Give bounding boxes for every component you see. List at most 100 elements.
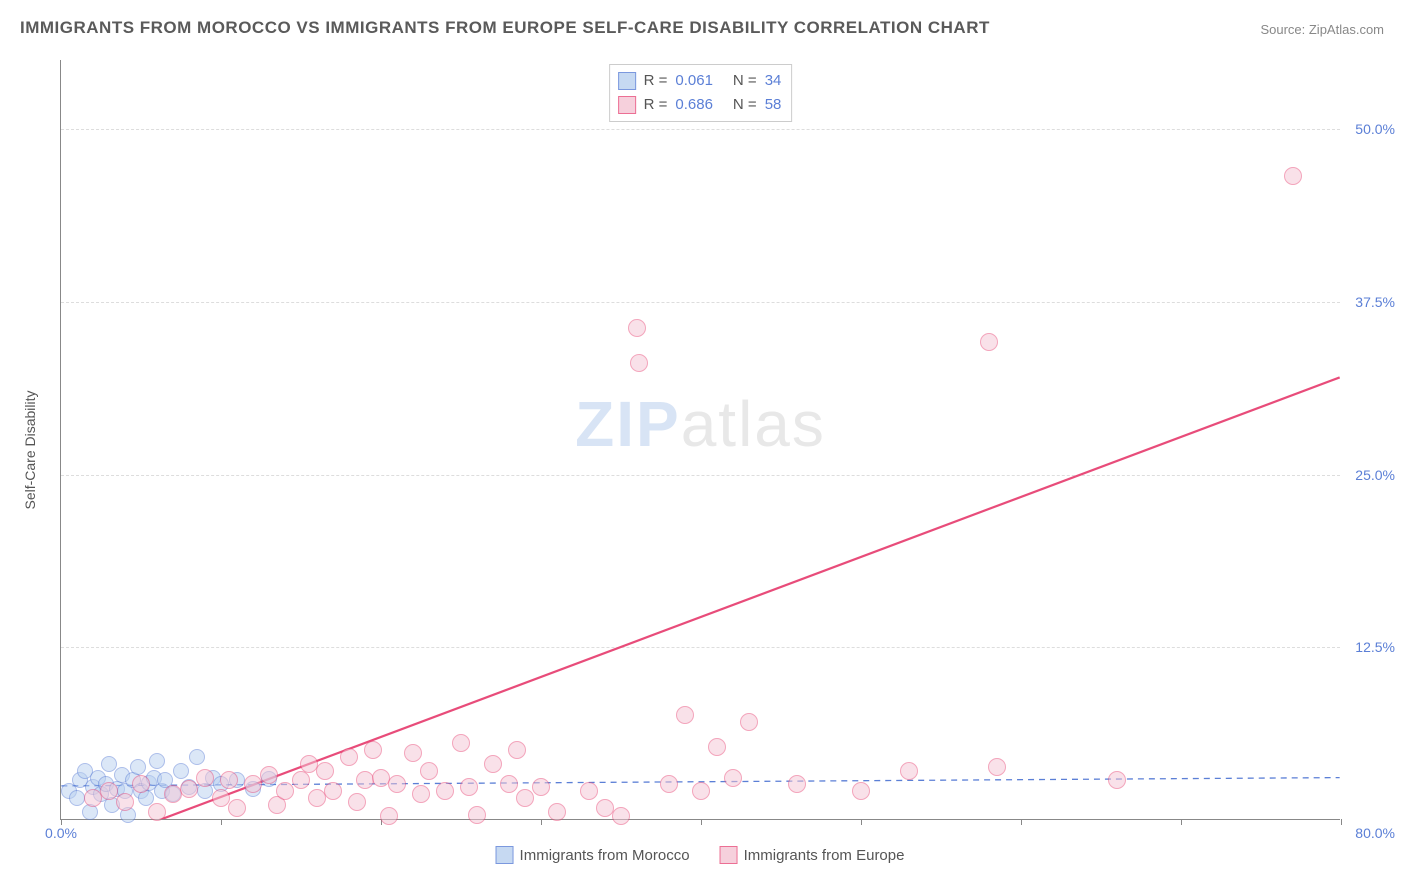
y-tick-label: 50.0%	[1355, 121, 1395, 137]
europe-point	[788, 775, 806, 793]
europe-point	[484, 755, 502, 773]
series-legend: Immigrants from Morocco Immigrants from E…	[496, 846, 905, 864]
europe-point	[380, 807, 398, 825]
europe-point	[316, 762, 334, 780]
r-label: R =	[644, 93, 668, 117]
legend-item-morocco: Immigrants from Morocco	[496, 846, 690, 864]
x-tick	[1181, 819, 1182, 825]
europe-point	[500, 775, 518, 793]
europe-point	[852, 782, 870, 800]
gridline	[61, 302, 1340, 303]
europe-point	[580, 782, 598, 800]
europe-point	[452, 734, 470, 752]
trend-lines	[61, 60, 1340, 819]
europe-point	[740, 713, 758, 731]
europe-point	[148, 803, 166, 821]
europe-point	[660, 775, 678, 793]
plot-region: ZIPatlas R =0.061N =34R =0.686N =58 12.5…	[60, 60, 1340, 820]
europe-point	[548, 803, 566, 821]
morocco-point	[149, 753, 165, 769]
r-value: 0.061	[675, 69, 713, 93]
watermark-bold: ZIP	[575, 388, 681, 460]
europe-trendline	[125, 377, 1339, 819]
legend-label: Immigrants from Morocco	[520, 847, 690, 864]
morocco-swatch-icon	[618, 72, 636, 90]
europe-point	[364, 741, 382, 759]
legend-item-europe: Immigrants from Europe	[720, 846, 905, 864]
europe-point	[1284, 167, 1302, 185]
europe-point	[612, 807, 630, 825]
y-tick-label: 37.5%	[1355, 294, 1395, 310]
europe-point	[100, 782, 118, 800]
x-tick	[221, 819, 222, 825]
y-axis-label: Self-Care Disability	[22, 390, 38, 509]
morocco-point	[130, 759, 146, 775]
europe-point	[180, 780, 198, 798]
europe-point	[404, 744, 422, 762]
morocco-point	[69, 790, 85, 806]
europe-point	[436, 782, 454, 800]
correlation-legend: R = 0.061 N = 34 R = 0.686 N = 58	[609, 64, 793, 122]
europe-point	[988, 758, 1006, 776]
europe-point	[228, 799, 246, 817]
europe-point	[116, 793, 134, 811]
x-tick-label: 80.0%	[1355, 825, 1395, 841]
europe-point	[340, 748, 358, 766]
europe-point	[324, 782, 342, 800]
n-label: N =	[733, 93, 757, 117]
source-attribution: Source: ZipAtlas.com	[1260, 22, 1384, 37]
europe-point	[388, 775, 406, 793]
n-label: N =	[733, 69, 757, 93]
europe-point	[724, 769, 742, 787]
y-tick-label: 12.5%	[1355, 639, 1395, 655]
europe-point	[532, 778, 550, 796]
chart-area: Self-Care Disability ZIPatlas R =0.061N …	[50, 60, 1350, 840]
chart-title: IMMIGRANTS FROM MOROCCO VS IMMIGRANTS FR…	[20, 18, 990, 38]
europe-point	[630, 354, 648, 372]
n-value: 58	[765, 93, 782, 117]
europe-point	[628, 319, 646, 337]
legend-row-europe: R = 0.686 N = 58	[618, 93, 782, 117]
europe-point	[220, 771, 238, 789]
europe-point	[692, 782, 710, 800]
y-tick-label: 25.0%	[1355, 467, 1395, 483]
europe-point	[460, 778, 478, 796]
europe-point	[676, 706, 694, 724]
europe-point	[708, 738, 726, 756]
europe-swatch-icon	[720, 846, 738, 864]
gridline	[61, 475, 1340, 476]
legend-row-morocco: R = 0.061 N = 34	[618, 69, 782, 93]
x-tick	[701, 819, 702, 825]
europe-point	[212, 789, 230, 807]
watermark-light: atlas	[681, 388, 826, 460]
legend-label: Immigrants from Europe	[744, 847, 905, 864]
morocco-point	[189, 749, 205, 765]
n-value: 34	[765, 69, 782, 93]
europe-point	[516, 789, 534, 807]
europe-point	[276, 782, 294, 800]
morocco-point	[173, 763, 189, 779]
europe-point	[412, 785, 430, 803]
r-value: 0.686	[675, 93, 713, 117]
europe-point	[356, 771, 374, 789]
x-tick	[541, 819, 542, 825]
europe-point	[900, 762, 918, 780]
europe-point	[292, 771, 310, 789]
x-tick-label: 0.0%	[45, 825, 77, 841]
europe-swatch-icon	[618, 96, 636, 114]
europe-point	[1108, 771, 1126, 789]
europe-point	[260, 766, 278, 784]
europe-point	[468, 806, 486, 824]
europe-point	[980, 333, 998, 351]
morocco-swatch-icon	[496, 846, 514, 864]
x-tick	[861, 819, 862, 825]
r-label: R =	[644, 69, 668, 93]
europe-point	[196, 769, 214, 787]
x-tick	[1341, 819, 1342, 825]
x-tick	[1021, 819, 1022, 825]
gridline	[61, 129, 1340, 130]
europe-point	[420, 762, 438, 780]
europe-point	[508, 741, 526, 759]
europe-point	[244, 775, 262, 793]
europe-point	[132, 775, 150, 793]
